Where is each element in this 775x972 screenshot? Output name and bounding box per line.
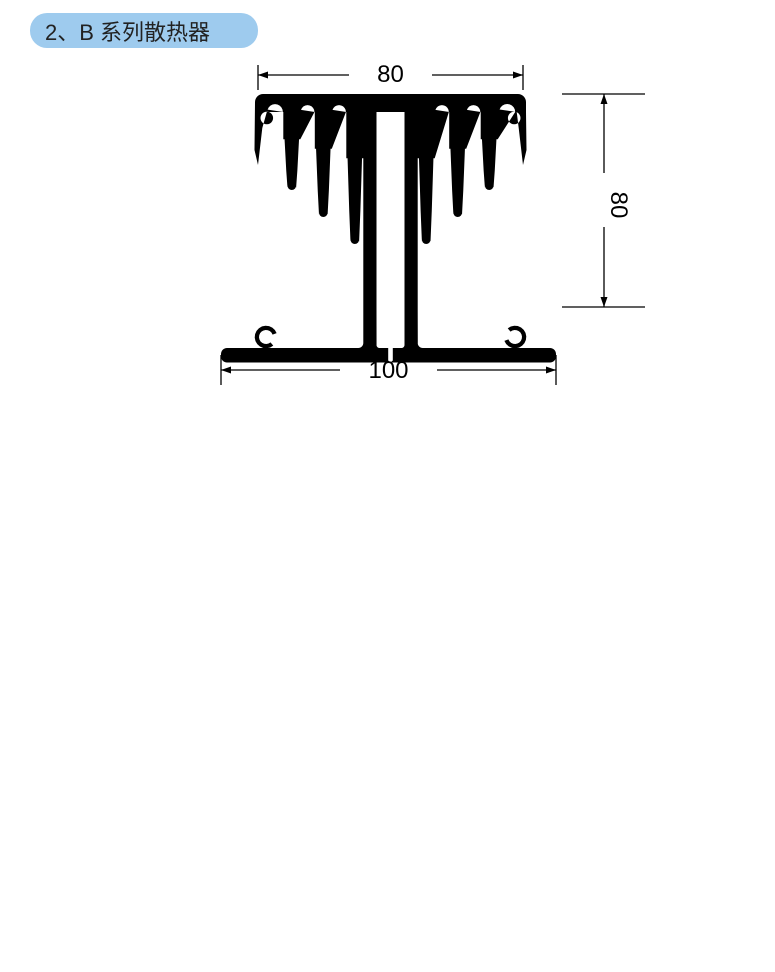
svg-text:80: 80: [605, 192, 632, 219]
svg-text:100: 100: [368, 357, 408, 384]
svg-text:80: 80: [377, 61, 404, 88]
